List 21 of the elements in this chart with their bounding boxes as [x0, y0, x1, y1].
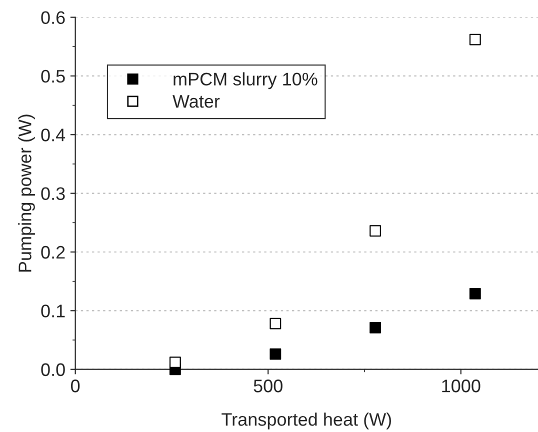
point — [169, 356, 181, 368]
point — [469, 288, 481, 300]
x-axis-title: Transported heat (W) — [222, 412, 391, 430]
x-tick-label: 500 — [254, 380, 282, 392]
y-tick-label: 0.5 — [41, 70, 65, 83]
point — [370, 322, 381, 334]
point — [270, 348, 282, 360]
legend-label: Water — [172, 95, 220, 108]
point — [270, 318, 282, 330]
y-axis-title: Pumping power (W) — [18, 114, 35, 272]
legend-label: mPCM slurry 10% — [174, 72, 318, 90]
y-tick-label: 0.3 — [41, 187, 65, 200]
point — [469, 34, 481, 46]
point — [370, 225, 381, 237]
x-tick-label: 0 — [71, 380, 80, 392]
y-tick-label: 0.4 — [41, 128, 66, 142]
x-tick-label: 1000 — [442, 380, 480, 392]
y-tick-label: 0.1 — [41, 304, 65, 318]
y-tick-label: 0.0 — [41, 363, 65, 376]
y-tick-label: 0.6 — [41, 11, 65, 24]
y-tick-label: 0.2 — [41, 246, 65, 259]
